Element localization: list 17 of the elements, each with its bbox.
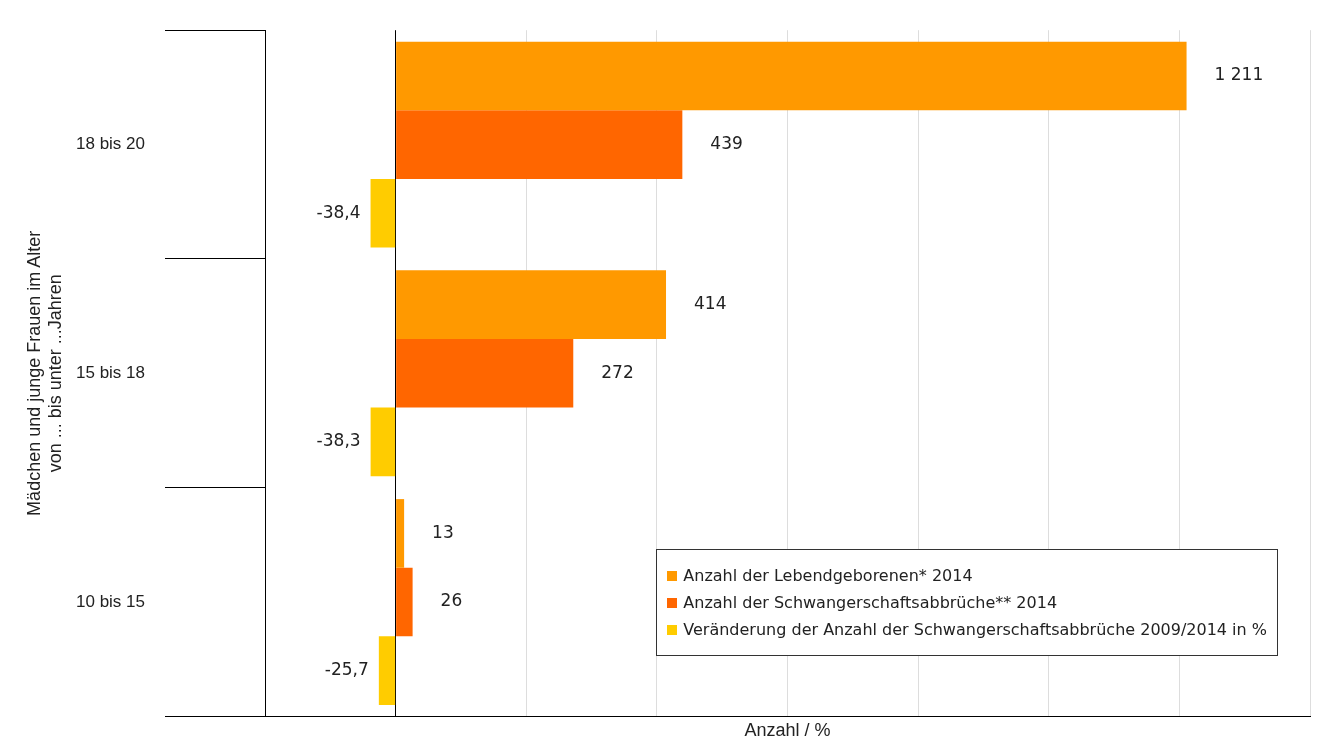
x-axis-title: Anzahl / % [744, 720, 831, 741]
data-label: -38,4 [316, 201, 361, 222]
data-label: 414 [694, 293, 727, 314]
legend-label: Veränderung der Anzahl der Schwangerschaftsabbrüche 2009/2014 in % [683, 620, 1267, 639]
y-tick-label: 10 bis 15 [76, 591, 145, 611]
data-label: -25,7 [324, 659, 369, 680]
data-label: 13 [432, 521, 454, 542]
data-label: 26 [440, 590, 463, 611]
data-label: -38,3 [316, 430, 361, 451]
data-label: 1 211 [1214, 64, 1264, 85]
data-label: 439 [710, 132, 743, 153]
data-label: 272 [601, 361, 634, 382]
y-tick-label: 18 bis 20 [76, 134, 145, 154]
legend-label: Anzahl der Lebendgeborenen* 2014 [683, 566, 973, 585]
y-axis-title: Mädchen und junge Frauen im Alter von ... bis unter ...Jahren [23, 230, 66, 516]
legend-label: Anzahl der Schwangerschaftsabbrüche** 2014 [683, 593, 1058, 612]
y-tick-label: 15 bis 18 [76, 362, 145, 382]
